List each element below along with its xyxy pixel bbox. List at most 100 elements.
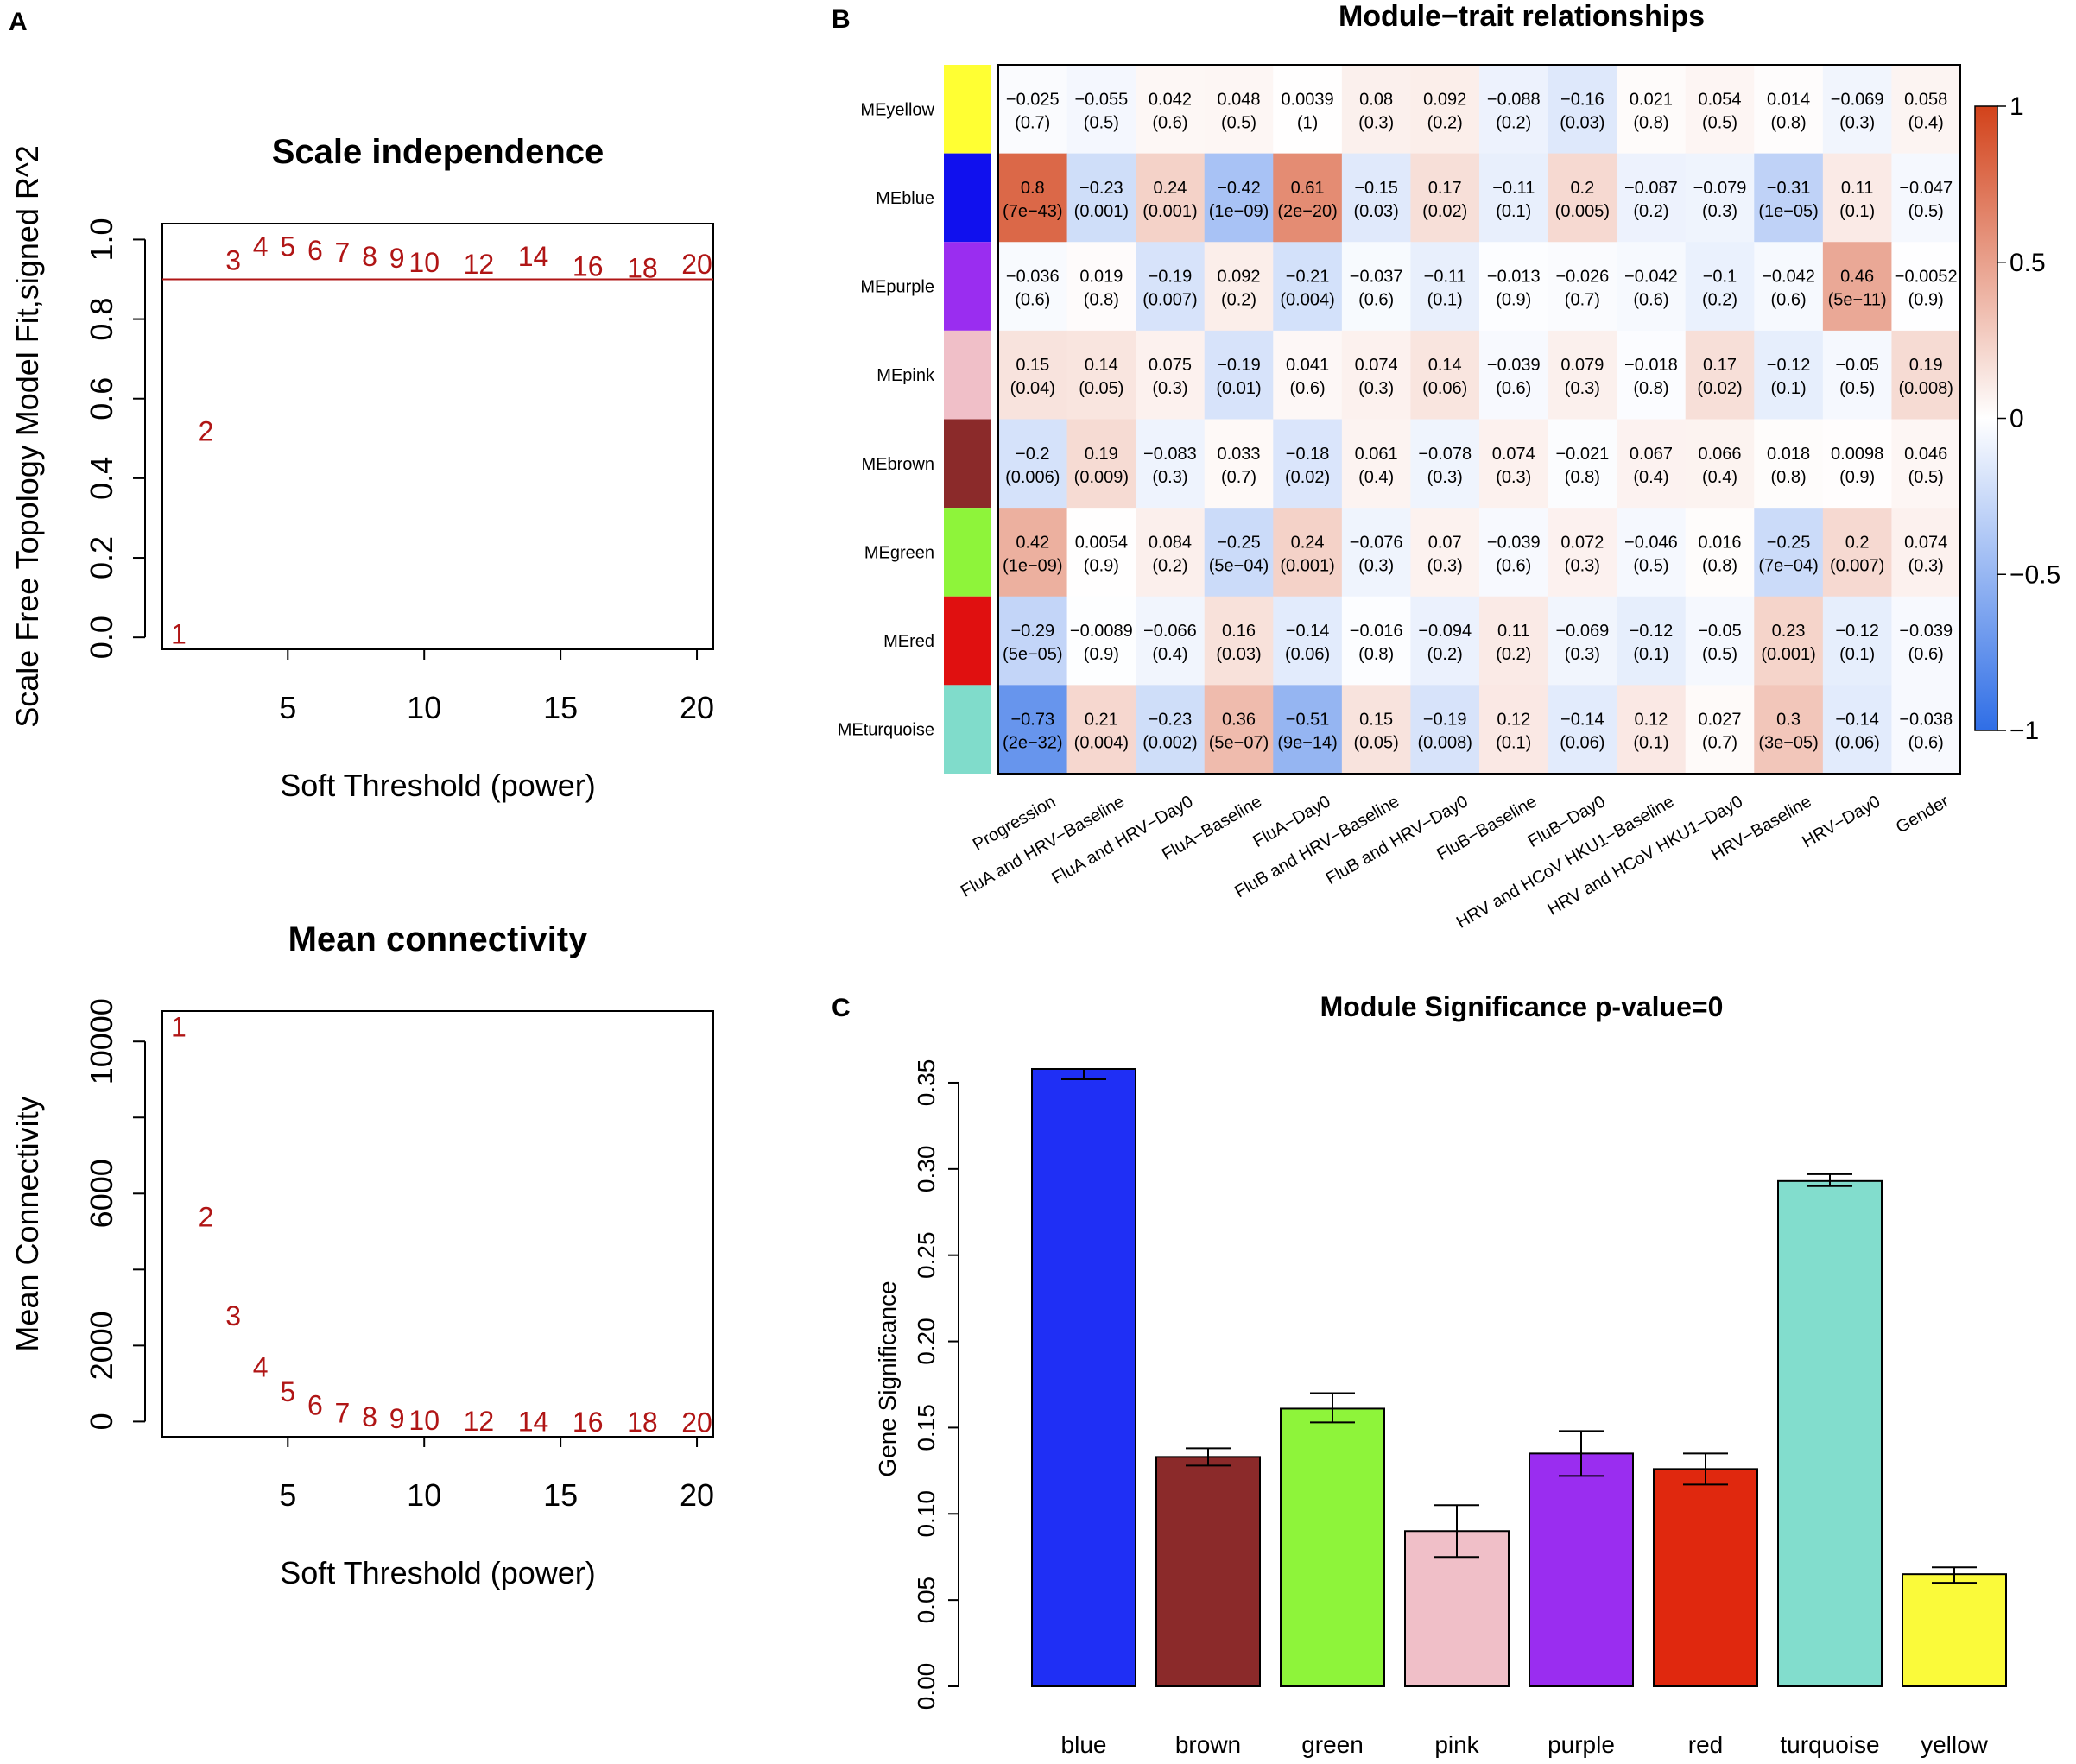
cell-pvalue: (0.1) bbox=[1496, 202, 1531, 221]
heatmap-cell bbox=[1685, 508, 1755, 597]
point-label-power-7: 7 bbox=[335, 1397, 351, 1428]
cell-correlation: −0.23 bbox=[1149, 711, 1193, 730]
heatmap-cell bbox=[1548, 242, 1617, 332]
point-label-power-12: 12 bbox=[464, 249, 495, 280]
cell-pvalue: (0.8) bbox=[1084, 291, 1119, 310]
x-tick-label-red: red bbox=[1688, 1731, 1723, 1758]
cell-correlation: 0.048 bbox=[1217, 90, 1260, 109]
cell-pvalue: (0.004) bbox=[1280, 291, 1334, 310]
cell-pvalue: (0.2) bbox=[1221, 291, 1256, 310]
heatmap-cell bbox=[1479, 419, 1549, 509]
heatmap-cell bbox=[1685, 685, 1755, 775]
cell-pvalue: (0.8) bbox=[1633, 379, 1668, 398]
heatmap-cell bbox=[998, 419, 1068, 509]
legend-tick-label: −1 bbox=[2010, 717, 2039, 745]
point-label-power-1: 1 bbox=[171, 619, 187, 650]
cell-pvalue: (0.1) bbox=[1427, 291, 1463, 310]
cell-pvalue: (0.7) bbox=[1565, 291, 1600, 310]
cell-correlation: 0.07 bbox=[1428, 533, 1462, 552]
cell-correlation: −0.14 bbox=[1560, 711, 1604, 730]
heatmap-cell bbox=[1136, 685, 1206, 775]
x-tick-label-purple: purple bbox=[1548, 1731, 1615, 1758]
heatmap-cell bbox=[1066, 596, 1136, 686]
cell-correlation: −0.039 bbox=[1899, 622, 1953, 641]
cell-pvalue: (0.8) bbox=[1771, 468, 1807, 487]
heatmap-cell bbox=[1891, 596, 1961, 686]
heatmap-cell bbox=[1066, 153, 1136, 243]
bar-purple bbox=[1529, 1452, 1634, 1687]
heatmap-cell bbox=[998, 596, 1068, 686]
heatmap-cell bbox=[1410, 65, 1480, 155]
cell-correlation: −0.15 bbox=[1354, 179, 1398, 198]
point-label-power-4: 4 bbox=[253, 1352, 269, 1383]
module-trait-heatmap: Module−trait relationships MEyellow −0.025… bbox=[838, 0, 2061, 933]
heatmap-cell bbox=[1204, 596, 1274, 686]
cell-pvalue: (0.4) bbox=[1702, 468, 1737, 487]
cell-pvalue: (0.6) bbox=[1496, 379, 1531, 398]
cell-pvalue: (0.001) bbox=[1142, 202, 1197, 221]
point-label-power-7: 7 bbox=[335, 237, 351, 268]
heatmap-cell bbox=[1136, 330, 1206, 420]
point-label-power-20: 20 bbox=[681, 249, 712, 280]
mean-connectivity-plot: Mean connectivity Soft Threshold (power) M… bbox=[9, 920, 714, 1590]
cell-pvalue: (0.9) bbox=[1084, 645, 1119, 664]
heatmap-cell bbox=[1754, 596, 1824, 686]
heatmap-cell bbox=[1617, 242, 1687, 332]
panel-label-a: A bbox=[9, 8, 28, 36]
cell-pvalue: (0.03) bbox=[1216, 645, 1261, 664]
cell-pvalue: (0.3) bbox=[1358, 556, 1394, 575]
plot-title: Mean connectivity bbox=[288, 920, 589, 958]
module-color-swatch bbox=[944, 508, 991, 597]
point-label-power-2: 2 bbox=[199, 416, 214, 447]
heatmap-cell bbox=[1136, 596, 1206, 686]
heatmap-cell bbox=[1136, 508, 1206, 597]
heatmap-cell bbox=[998, 242, 1068, 332]
cell-pvalue: (0.2) bbox=[1496, 645, 1531, 664]
heatmap-cell bbox=[1136, 153, 1206, 243]
heatmap-cell bbox=[1341, 596, 1411, 686]
cell-correlation: −0.21 bbox=[1286, 268, 1330, 287]
heatmap-cell bbox=[1548, 596, 1617, 686]
cell-pvalue: (0.02) bbox=[1285, 468, 1330, 487]
cell-correlation: −0.069 bbox=[1555, 622, 1609, 641]
y-tick-label: 1.0 bbox=[84, 218, 119, 261]
heatmap-cell bbox=[1410, 685, 1480, 775]
cell-correlation: 0.15 bbox=[1359, 711, 1393, 730]
cell-correlation: 0.11 bbox=[1841, 179, 1873, 198]
x-tick-label-turquoise: turquoise bbox=[1780, 1731, 1879, 1758]
cell-correlation: −0.19 bbox=[1149, 268, 1193, 287]
cell-pvalue: (0.4) bbox=[1152, 645, 1187, 664]
cell-pvalue: (0.6) bbox=[1908, 734, 1944, 753]
cell-pvalue: (0.8) bbox=[1565, 468, 1600, 487]
point-label-power-5: 5 bbox=[280, 1376, 295, 1407]
cell-correlation: 0.11 bbox=[1497, 622, 1529, 641]
cell-pvalue: (5e−11) bbox=[1828, 291, 1887, 310]
heatmap-cell bbox=[1341, 65, 1411, 155]
x-tick-label-yellow: yellow bbox=[1921, 1731, 1989, 1758]
y-tick-label: 0.10 bbox=[913, 1490, 940, 1538]
heatmap-cell bbox=[1617, 419, 1687, 509]
cell-correlation: 0.061 bbox=[1355, 445, 1398, 464]
cell-correlation: −0.021 bbox=[1555, 445, 1609, 464]
cell-correlation: −0.069 bbox=[1831, 90, 1884, 109]
cell-correlation: 0.17 bbox=[1703, 356, 1737, 375]
row-label: MEgreen bbox=[864, 543, 934, 562]
heatmap-cell bbox=[1136, 242, 1206, 332]
cell-pvalue: (0.9) bbox=[1084, 556, 1119, 575]
cell-correlation: 0.3 bbox=[1776, 711, 1801, 730]
point-label-power-10: 10 bbox=[408, 247, 440, 278]
cell-correlation: 0.092 bbox=[1423, 90, 1466, 109]
cell-pvalue: (0.5) bbox=[1839, 379, 1875, 398]
bar-blue bbox=[1031, 1067, 1136, 1687]
cell-correlation: 0.24 bbox=[1153, 179, 1187, 198]
cell-pvalue: (0.8) bbox=[1702, 556, 1737, 575]
cell-correlation: −0.29 bbox=[1010, 622, 1054, 641]
heatmap-cell bbox=[1685, 242, 1755, 332]
heatmap-cell bbox=[1273, 596, 1343, 686]
cell-pvalue: (0.5) bbox=[1084, 113, 1119, 132]
y-tick-label: 6000 bbox=[84, 1159, 119, 1228]
cell-pvalue: (0.7) bbox=[1702, 734, 1737, 753]
row-label: MEpink bbox=[877, 366, 935, 385]
cell-correlation: 0.019 bbox=[1079, 268, 1123, 287]
cell-correlation: 0.15 bbox=[1016, 356, 1049, 375]
